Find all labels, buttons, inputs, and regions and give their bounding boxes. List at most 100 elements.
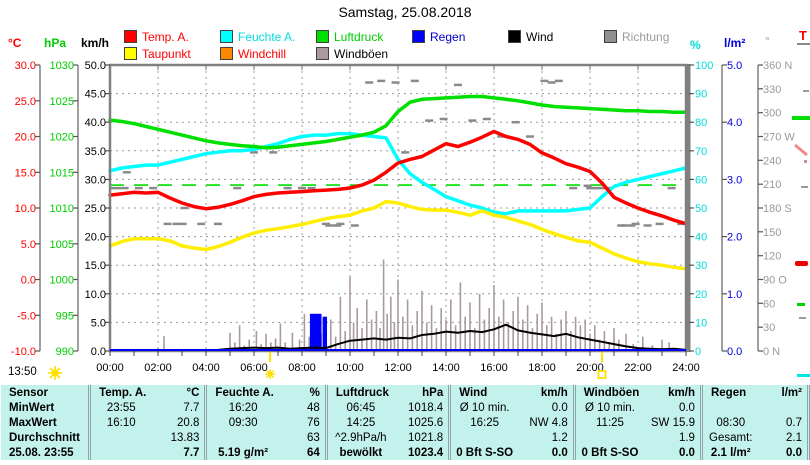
svg-text:12:00: 12:00 bbox=[384, 362, 412, 374]
legend-color-swatch bbox=[220, 47, 233, 60]
gray-mark bbox=[803, 90, 809, 92]
col-header-sensor: Sensor bbox=[9, 386, 48, 399]
sensor-summary-table: Sensor Temp. A. °C Feuchte A.% Luftdruck hPa W… bbox=[1, 385, 810, 460]
svg-text:1000: 1000 bbox=[50, 275, 74, 287]
weather-chart: 00:00 02:00 04:00 06:00 08:00 10:00 12:00 14:00… bbox=[11, 60, 795, 379]
sunrise-sun-icon bbox=[265, 369, 276, 379]
svg-text:90 O: 90 O bbox=[763, 275, 787, 287]
col-header-2-name: Feuchte A. bbox=[204, 385, 279, 400]
cell-time: bewölkt bbox=[324, 445, 394, 460]
svg-text:10:00: 10:00 bbox=[336, 362, 364, 374]
svg-text:08:00: 08:00 bbox=[288, 362, 316, 374]
cell-time: 16:25 bbox=[448, 415, 519, 430]
svg-text:20.0: 20.0 bbox=[85, 232, 106, 244]
cell-value: 13.83 bbox=[170, 431, 200, 444]
svg-text:20:00: 20:00 bbox=[576, 362, 604, 374]
svg-text:0: 0 bbox=[695, 346, 701, 358]
legend-color-swatch bbox=[220, 30, 233, 43]
table-row-maxwert: MaxWert 16:10 20.8 09:30 76 14:25 1025.6 16:25 N… bbox=[1, 415, 809, 430]
legend-item-richtung[interactable]: Richtung bbox=[604, 30, 669, 43]
row-label: MinWert bbox=[9, 401, 55, 414]
legend-item-luftdruck[interactable]: Luftdruck bbox=[316, 30, 383, 43]
svg-text:10.0: 10.0 bbox=[85, 289, 106, 301]
cell-value: NW 4.8 bbox=[529, 416, 568, 429]
svg-text:3.0: 3.0 bbox=[727, 174, 742, 186]
table-header-row: Sensor Temp. A. °C Feuchte A.% Luftdruck hPa W… bbox=[1, 385, 809, 400]
cell-value: 2.1 bbox=[786, 431, 802, 444]
axis-unit-direction: ° bbox=[765, 34, 770, 48]
svg-text:10: 10 bbox=[695, 317, 707, 329]
next-panel-label: T bbox=[799, 28, 807, 43]
legend-item-temp-a-[interactable]: Temp. A. bbox=[124, 30, 189, 43]
cell-value: 0.0 bbox=[678, 446, 695, 459]
cell-value: 0.0 bbox=[551, 401, 568, 414]
cell-time bbox=[699, 400, 759, 415]
svg-text:990: 990 bbox=[56, 346, 74, 358]
legend-color-swatch bbox=[124, 30, 137, 43]
row-label: MaxWert bbox=[9, 416, 57, 429]
cell-time: Gesamt: bbox=[699, 430, 759, 445]
cell-value: 63 bbox=[307, 431, 320, 444]
cell-value: 0.7 bbox=[786, 416, 802, 429]
svg-text:80: 80 bbox=[695, 117, 707, 129]
table-row-minwert: MinWert 23:55 7.7 16:20 48 06:45 1018.4 Ø 10 mi… bbox=[1, 400, 809, 415]
legend-item-label: Taupunkt bbox=[142, 46, 191, 61]
legend-item-label: Luftdruck bbox=[334, 29, 384, 44]
svg-text:210: 210 bbox=[763, 179, 781, 191]
legend-item-taupunkt[interactable]: Taupunkt bbox=[124, 47, 191, 60]
legend-item-label: Wind bbox=[526, 29, 554, 44]
cell-time: 5.19 g/m² bbox=[204, 445, 279, 460]
svg-text:1030: 1030 bbox=[50, 60, 74, 72]
sunshine-duration-value: 13:50 bbox=[8, 366, 37, 378]
svg-text:0.0: 0.0 bbox=[727, 346, 742, 358]
legend-item-regen[interactable]: Regen bbox=[412, 30, 465, 43]
legend-item-label: Regen bbox=[430, 29, 466, 44]
legend-item-label: Windböen bbox=[334, 46, 389, 61]
cell-time bbox=[448, 430, 519, 445]
legend-item-feuchte-a-[interactable]: Feuchte A. bbox=[220, 30, 295, 43]
legend-item-label: Richtung bbox=[622, 29, 670, 44]
svg-text:90: 90 bbox=[695, 89, 707, 101]
red-mark bbox=[795, 261, 808, 266]
svg-text:22:00: 22:00 bbox=[624, 362, 652, 374]
svg-text:300: 300 bbox=[763, 108, 781, 120]
cell-time bbox=[572, 430, 645, 445]
axis-unit-pressure: hPa bbox=[44, 36, 67, 50]
legend-color-swatch bbox=[508, 30, 521, 43]
svg-text:14:00: 14:00 bbox=[432, 362, 460, 374]
axis-unit-temp: °C bbox=[8, 36, 22, 50]
svg-text:16:00: 16:00 bbox=[480, 362, 508, 374]
legend-item-label: Windchill bbox=[238, 46, 287, 61]
cell-value: SW 15.9 bbox=[650, 416, 695, 429]
legend-item-windchill[interactable]: Windchill bbox=[220, 47, 286, 60]
col-header-3-name: Luftdruck bbox=[324, 385, 394, 400]
svg-text:360 N: 360 N bbox=[763, 60, 792, 72]
sunshine-duration: 13:50 bbox=[8, 366, 37, 378]
svg-text:18:00: 18:00 bbox=[528, 362, 556, 374]
svg-text:995: 995 bbox=[56, 310, 74, 322]
cell-time bbox=[88, 430, 152, 445]
svg-text:45.0: 45.0 bbox=[85, 89, 106, 101]
svg-text:40.0: 40.0 bbox=[85, 117, 106, 129]
svg-text:0.0: 0.0 bbox=[21, 275, 36, 287]
cell-value: 0.0 bbox=[551, 446, 568, 459]
col-header-3-unit: hPa bbox=[422, 386, 444, 399]
svg-text:02:00: 02:00 bbox=[144, 362, 172, 374]
cell-time: ^2.9hPa/h bbox=[324, 430, 394, 445]
svg-text:00:00: 00:00 bbox=[96, 362, 124, 374]
svg-text:04:00: 04:00 bbox=[192, 362, 220, 374]
svg-text:25.0: 25.0 bbox=[85, 203, 106, 215]
green-mark bbox=[792, 116, 810, 120]
svg-text:240: 240 bbox=[763, 155, 781, 167]
axis-unit-wind: km/h bbox=[81, 36, 110, 50]
svg-text:60: 60 bbox=[763, 298, 775, 310]
cyan-mark bbox=[797, 374, 810, 377]
legend-item-wind[interactable]: Wind bbox=[508, 30, 553, 43]
cell-value: 1021.8 bbox=[408, 431, 444, 444]
legend-item-windb-en[interactable]: Windböen bbox=[316, 47, 388, 60]
cell-value: 76 bbox=[307, 416, 320, 429]
cell-time: 0 Bft S-SO bbox=[572, 445, 645, 460]
svg-text:5.0: 5.0 bbox=[727, 60, 742, 72]
cell-time: 08:30 bbox=[699, 415, 759, 430]
cell-time: 06:45 bbox=[324, 400, 394, 415]
